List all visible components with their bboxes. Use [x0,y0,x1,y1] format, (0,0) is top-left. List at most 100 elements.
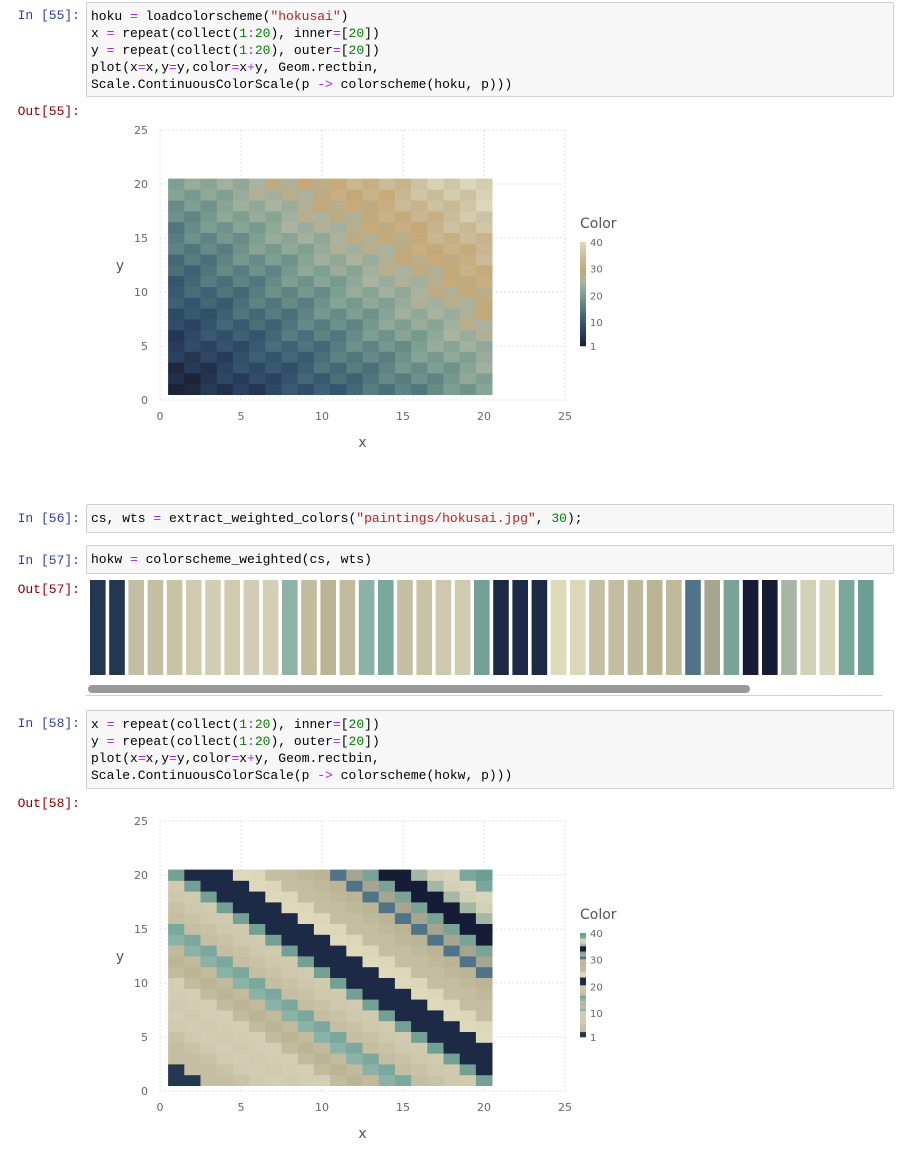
heatmap-cell [443,221,461,233]
heatmap-cell [168,902,185,914]
legend-color-bar [580,273,586,277]
heatmap-cell [443,869,461,881]
heatmap-cell [216,1020,234,1032]
heatmap-cell [330,265,347,277]
heatmap-cell [297,1064,315,1076]
code-token: plot(x [91,60,138,75]
color-swatch [570,580,586,675]
legend-color-bar [580,998,586,1001]
heatmap-cell [411,1053,428,1065]
heatmap-cell [475,869,493,881]
code-input-57[interactable]: hokw = colorscheme_weighted(cs, wts) [91,551,889,568]
heatmap-cell [249,945,266,957]
heatmap-cell [394,988,412,1000]
heatmap-cell [330,286,347,298]
code-input-58[interactable]: x = repeat(collect(1:20), inner=[20]) y =… [91,716,889,784]
heatmap-cell [378,362,396,374]
heatmap-cell [394,966,412,978]
heatmap-cell [232,265,250,277]
heatmap-cell [216,211,234,223]
legend-color-bar [580,982,586,986]
heatmap-cell [394,308,412,320]
heatmap-cell [184,977,201,989]
code-token: "paintings/hokusai.jpg" [356,511,536,526]
heatmap-cell [475,254,493,266]
heatmap-cell [394,945,412,957]
color-swatch [147,580,164,675]
heatmap-cell [200,891,218,903]
heatmap-cell [330,1031,347,1043]
heatmap-cell [378,923,396,935]
heatmap-cell [249,265,266,277]
heatmap-cell [184,945,201,957]
code-token: 20 [254,26,271,41]
code-token: x [91,717,107,732]
heatmap-cell [313,221,331,233]
legend-color-bar [580,307,586,310]
legend-tick-label: 40 [590,929,603,940]
heatmap-cell [330,869,347,881]
code-token: = [106,43,115,58]
legend-color-bar [580,255,586,258]
heatmap-cell [443,265,461,277]
code-token: = [106,717,115,732]
code-token: : [247,717,255,732]
y-tick-label: 15 [134,923,148,936]
code-cell-56[interactable]: cs, wts = extract_weighted_colors("paint… [86,504,894,533]
heatmap-cell [427,1020,444,1032]
heatmap-cell [411,189,428,201]
color-swatch [531,580,548,675]
heatmap-cell [168,1031,185,1043]
heatmap-cell [313,297,331,309]
heatmap-cell [475,351,493,363]
heatmap-cell [330,329,347,341]
legend-color-bar [580,262,586,266]
heatmap-cell [378,934,396,946]
heatmap-cell [427,297,444,309]
heatmap-cell [362,254,380,266]
heatmap-cell [427,329,444,341]
color-swatch [358,580,375,675]
heatmap-cell [249,221,266,233]
scrollbar-thumb[interactable] [88,685,750,693]
heatmap-cell [475,891,493,903]
code-cell-58[interactable]: x = repeat(collect(1:20), inner=[20]) y =… [86,710,894,789]
code-cell-57[interactable]: hokw = colorscheme_weighted(cs, wts) [86,545,894,574]
heatmap-cell [443,362,461,374]
heatmap-cell [362,362,380,374]
heatmap-cell [200,1074,218,1086]
heatmap-cell [411,297,428,309]
heatmap-cell [265,308,282,320]
heatmap-cell [168,189,185,201]
x-tick-label: 5 [238,1101,245,1114]
heatmap-cell [249,977,266,989]
legend-color-bar [580,312,586,316]
heatmap-cell [313,891,331,903]
heatmap-cell [265,211,282,223]
heatmap-cell [394,362,412,374]
heatmap-cell [394,1074,412,1086]
heatmap-cell [249,934,266,946]
heatmap-cell [362,934,380,946]
code-token: + [247,751,255,766]
heatmap-cell [168,286,185,298]
heatmap-cell [184,988,201,1000]
heatmap-cell [265,340,282,352]
horizontal-scrollbar[interactable] [86,683,882,695]
legend-color-bar [580,961,586,965]
heatmap-cell [330,977,347,989]
heatmap-cell [443,1031,461,1043]
heatmap-cell [184,319,201,331]
heatmap-cell [249,286,266,298]
heatmap-cell [330,1053,347,1065]
heatmap-cell [394,1031,412,1043]
heatmap-cell [249,373,266,385]
heatmap-cell [346,1042,363,1054]
heatmap-cell [346,966,363,978]
code-input-55[interactable]: hoku = loadcolorscheme("hokusai") x = rep… [91,8,889,93]
code-cell-55[interactable]: hoku = loadcolorscheme("hokusai") x = rep… [86,2,894,97]
code-input-56[interactable]: cs, wts = extract_weighted_colors("paint… [91,510,889,527]
heatmap-cell [200,999,218,1011]
heatmap-cell [313,373,331,385]
heatmap-cell [200,988,218,1000]
